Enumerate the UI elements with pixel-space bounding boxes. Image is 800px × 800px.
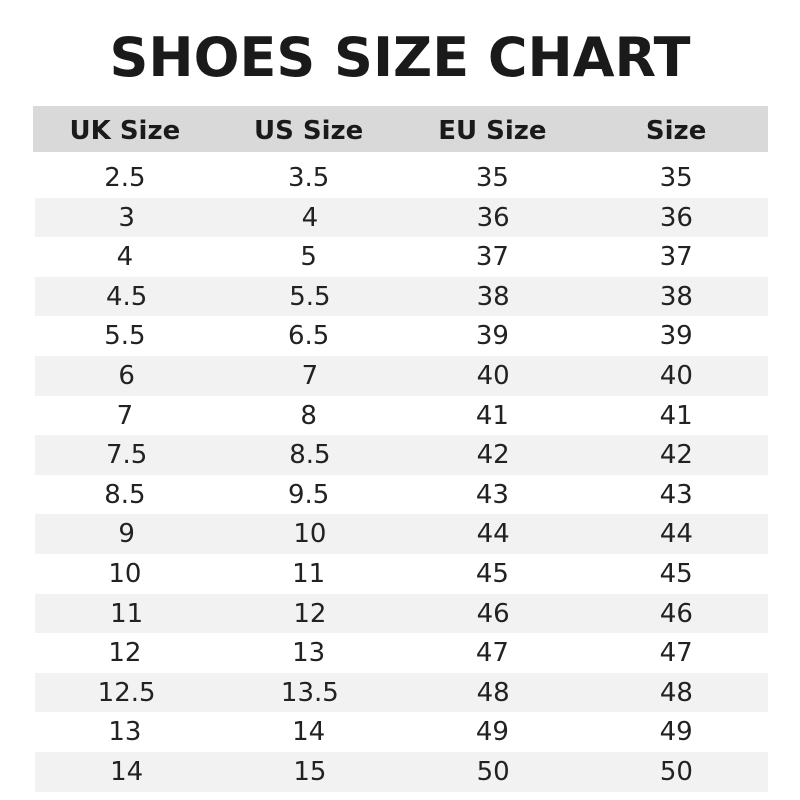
table-cell: 49 (475, 717, 509, 748)
table-row: 14 15 50 50 (35, 751, 768, 792)
table-cell: 40 (659, 360, 693, 391)
table-row: 3 4 36 36 (35, 197, 768, 238)
chart-title: SHOES SIZE CHART (109, 26, 691, 89)
table-cell: 5.5 (104, 321, 146, 352)
table-row: 10 11 45 45 (33, 554, 768, 594)
table-cell: 50 (659, 756, 693, 787)
table-cell: 7.5 (105, 440, 148, 471)
table-cell: 10 (293, 519, 327, 550)
table-cell: 4 (301, 202, 319, 233)
table-cell: 11 (110, 598, 144, 629)
table-cell: 5.5 (289, 281, 331, 312)
table-cell: 37 (659, 242, 693, 273)
table-cell: 43 (659, 479, 693, 510)
table-row: 12.5 13.5 48 48 (35, 672, 768, 713)
table-row: 11 12 46 46 (35, 593, 768, 634)
table-row: 7 8 41 41 (33, 396, 768, 436)
table-cell: 49 (659, 717, 693, 748)
table-row: 12 13 47 47 (33, 633, 768, 673)
table-cell: 45 (659, 558, 693, 589)
column-header: US Size (253, 116, 364, 146)
table-cell: 8.5 (104, 479, 146, 510)
table-cell: 36 (659, 202, 693, 233)
table-cell: 6 (118, 360, 135, 391)
table-cell: 42 (659, 440, 693, 471)
table-cell: 11 (292, 558, 326, 589)
table-cell: 36 (476, 202, 510, 233)
table-cell: 40 (476, 360, 510, 391)
table-cell: 41 (475, 400, 509, 431)
table-cell: 44 (476, 519, 510, 550)
column-header: UK Size (69, 116, 181, 146)
table-cell: 46 (476, 598, 510, 629)
table-cell: 47 (659, 638, 693, 669)
table-cell: 43 (475, 479, 509, 510)
table-cell: 4.5 (105, 281, 148, 312)
table-cell: 12.5 (97, 677, 156, 708)
table-cell: 5 (300, 242, 317, 273)
table-row: 9 10 44 44 (35, 514, 768, 554)
table-cell: 9 (118, 519, 135, 550)
table-cell: 9.5 (287, 479, 330, 510)
table-row: 5.5 6.5 39 39 (33, 316, 768, 356)
table-cell: 39 (659, 321, 693, 352)
table-body: 2.5 3.5 35 35 3 4 36 36 4 5 37 37 4.5 5.5 38 38 5.5 6.5 39… (33, 158, 768, 792)
table-cell: 12 (108, 638, 142, 669)
table-cell: 7 (301, 360, 319, 391)
table-cell: 15 (293, 756, 327, 787)
table-row: 4.5 5.5 38 38 (35, 276, 768, 317)
table-cell: 38 (476, 281, 510, 312)
table-cell: 42 (476, 440, 510, 471)
table-cell: 7 (116, 400, 134, 431)
table-cell: 35 (659, 163, 693, 193)
table-cell: 39 (475, 321, 509, 352)
table-cell: 8 (300, 400, 317, 431)
table-row: 7.5 8.5 42 42 (35, 435, 768, 475)
table-row: 4 5 37 37 (33, 237, 768, 277)
table-cell: 44 (659, 519, 693, 550)
table-cell: 45 (475, 558, 509, 589)
table-cell: 14 (110, 756, 144, 787)
table-cell: 13.5 (280, 677, 339, 708)
table-cell: 2.5 (104, 163, 146, 193)
table-cell: 35 (475, 163, 509, 193)
table-cell: 50 (476, 756, 510, 787)
table-cell: 13 (292, 638, 326, 669)
table-cell: 3 (118, 202, 135, 233)
table-cell: 41 (659, 400, 693, 431)
column-header: EU Size (438, 116, 547, 146)
table-row: 6 7 40 40 (35, 355, 768, 396)
table-header: UK Size US Size EU Size Size (33, 106, 768, 152)
table-cell: 37 (475, 242, 509, 273)
table-cell: 48 (659, 677, 693, 708)
table-cell: 4 (116, 242, 134, 273)
table-cell: 10 (108, 558, 142, 589)
table-row: 2.5 3.5 35 35 (33, 158, 768, 198)
table-cell: 6.5 (287, 321, 330, 352)
table-cell: 46 (659, 598, 693, 629)
column-header: Size (645, 116, 707, 146)
table-cell: 47 (475, 638, 509, 669)
table-cell: 14 (292, 717, 326, 748)
table-cell: 38 (659, 281, 693, 312)
size-table: UK Size US Size EU Size Size 2.5 3.5 35 35 3 4 36… (33, 106, 768, 792)
table-cell: 8.5 (289, 440, 331, 471)
table-cell: 48 (476, 677, 510, 708)
table-cell: 3.5 (287, 163, 330, 193)
table-cell: 13 (108, 717, 142, 748)
table-row: 8.5 9.5 43 43 (33, 475, 768, 515)
table-cell: 12 (293, 598, 327, 629)
table-row: 13 14 49 49 (33, 712, 768, 752)
